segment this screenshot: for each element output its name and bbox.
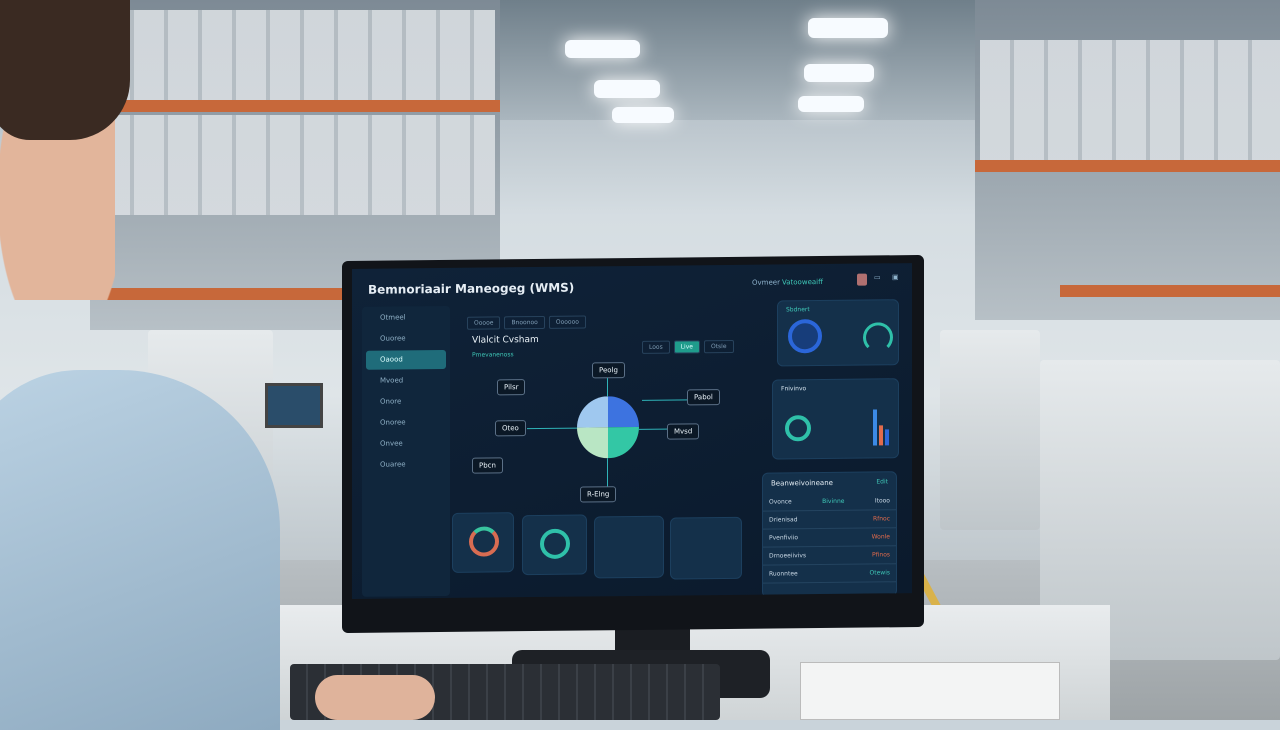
tab[interactable]: Ooooe bbox=[467, 316, 501, 330]
card-title: Sbdnert bbox=[786, 306, 810, 314]
table-row[interactable]: Ovonce Bivinne Itooo bbox=[763, 492, 896, 512]
tab-bar: Ooooe Bnoonoo Oooooo bbox=[467, 308, 590, 330]
table-row[interactable]: Drienisad Rfnoc bbox=[763, 510, 896, 530]
row-label: Ovonce bbox=[769, 498, 792, 506]
card-title: Fnivinvo bbox=[781, 385, 807, 393]
sidebar-item[interactable]: Onore bbox=[380, 397, 402, 406]
rack-beam bbox=[975, 160, 1280, 172]
sidebar-item[interactable]: Ouaree bbox=[380, 460, 406, 469]
section-subtitle: Pmevanenoss bbox=[472, 351, 514, 359]
ceiling bbox=[420, 0, 980, 120]
pie-slice bbox=[577, 427, 608, 459]
monitor: Bemnoriaair Maneogeg (WMS) Ovmeer Vatoow… bbox=[342, 254, 924, 634]
rack-beam bbox=[80, 288, 380, 300]
gauge-card: Sbdnert bbox=[777, 299, 899, 367]
row-value: Rfnoc bbox=[872, 515, 890, 523]
pie-slice bbox=[577, 396, 608, 428]
header-status[interactable]: Vatooweaiff bbox=[782, 278, 823, 287]
filter-live[interactable]: Live bbox=[673, 340, 700, 354]
app-title: Bemnoriaair Maneogeg (WMS) bbox=[368, 280, 575, 297]
section-title: Vlalcit Cvsham bbox=[472, 334, 539, 346]
connector bbox=[527, 427, 577, 430]
table-card: Beanweivoineane Edit Ovonce Bivinne Itooo D… bbox=[762, 471, 897, 598]
row-label: Pvenfiviio bbox=[769, 534, 798, 542]
person-shirt bbox=[0, 370, 280, 730]
person-hair bbox=[0, 0, 130, 140]
sidebar-item[interactable]: Otmeel bbox=[380, 313, 406, 322]
gauge-dial bbox=[788, 319, 822, 354]
pallets bbox=[100, 10, 495, 100]
sidebar-item-active[interactable]: Oaood bbox=[366, 349, 446, 370]
bar bbox=[873, 409, 877, 446]
pie-chart bbox=[577, 396, 639, 459]
tab[interactable]: Bnoonoo bbox=[504, 315, 545, 330]
card-title: Beanweivoineane bbox=[771, 478, 833, 488]
ceiling-light bbox=[612, 107, 674, 123]
rack-beam bbox=[90, 100, 500, 112]
flow-node[interactable]: Oteo bbox=[495, 420, 526, 437]
table-row[interactable]: Ruonntee Otewis bbox=[763, 564, 896, 584]
kpi-card bbox=[670, 516, 742, 580]
pie-slice bbox=[608, 426, 639, 459]
bar bbox=[879, 425, 883, 446]
machine bbox=[940, 330, 1040, 530]
notification-icon[interactable]: ▭ bbox=[874, 273, 881, 282]
connector bbox=[607, 458, 608, 489]
pallets bbox=[100, 115, 495, 215]
table-action-link[interactable]: Edit bbox=[876, 478, 888, 486]
bar bbox=[885, 429, 889, 446]
filter[interactable]: Loos bbox=[642, 340, 670, 354]
ceiling-light bbox=[808, 18, 888, 38]
person-hand bbox=[315, 675, 435, 720]
table-row[interactable]: Pvenfiviio Wonle bbox=[763, 528, 896, 548]
ceiling-light bbox=[798, 96, 864, 112]
sidebar-item[interactable]: Onoree bbox=[380, 418, 406, 427]
gauge-dial bbox=[863, 322, 893, 353]
rack-beam bbox=[1060, 285, 1280, 297]
ring-gauge bbox=[469, 526, 499, 557]
row-label: Ruonntee bbox=[769, 570, 798, 578]
ceiling-light bbox=[804, 64, 874, 82]
row-label: Drnoeeiivivs bbox=[769, 552, 807, 560]
ring-gauge bbox=[785, 415, 811, 442]
flow-node[interactable]: Peolg bbox=[592, 362, 625, 379]
flow-node[interactable]: Mvsd bbox=[667, 423, 700, 440]
kpi-card bbox=[452, 512, 514, 573]
tab[interactable]: Oooooo bbox=[548, 315, 586, 329]
avatar[interactable] bbox=[857, 273, 867, 286]
table-row[interactable]: Drnoeeiivivs Pfinos bbox=[763, 546, 896, 566]
connector bbox=[607, 376, 608, 397]
row-value: Pfinos bbox=[872, 551, 890, 559]
sidebar-item[interactable]: Mvoed bbox=[380, 376, 404, 385]
ceiling-light bbox=[565, 40, 640, 58]
kpi-card bbox=[522, 514, 587, 576]
pallets bbox=[980, 40, 1280, 160]
paper-document bbox=[800, 662, 1060, 720]
ceiling-light bbox=[594, 80, 660, 98]
row-value: Wonle bbox=[871, 533, 890, 541]
header-user[interactable]: Ovmeer bbox=[752, 278, 780, 287]
settings-icon[interactable]: ▣ bbox=[892, 273, 899, 282]
row-status: Bivinne bbox=[822, 497, 845, 506]
machine-display bbox=[265, 383, 323, 428]
bar-chart-card: Fnivinvo bbox=[772, 378, 899, 460]
filter[interactable]: Otsle bbox=[703, 339, 734, 354]
flow-node[interactable]: Pabol bbox=[687, 389, 720, 406]
sidebar-item[interactable]: Ouoree bbox=[380, 334, 406, 343]
sidebar: Otmeel Ouoree Oaood Mvoed Onore Onoree O… bbox=[362, 305, 450, 597]
sidebar-item[interactable]: Onvee bbox=[380, 439, 403, 448]
pie-slice bbox=[608, 396, 639, 428]
wms-dashboard-screen: Bemnoriaair Maneogeg (WMS) Ovmeer Vatoow… bbox=[352, 263, 912, 599]
flow-node[interactable]: R-Elng bbox=[580, 486, 617, 503]
flow-node[interactable]: Pilsr bbox=[497, 379, 526, 396]
ring-gauge bbox=[540, 528, 570, 559]
kpi-card bbox=[594, 515, 664, 579]
flow-node[interactable]: Pbcn bbox=[472, 457, 503, 474]
row-label: Drienisad bbox=[769, 516, 798, 524]
row-value: Otewis bbox=[869, 569, 890, 577]
row-value: Itooo bbox=[874, 497, 890, 505]
